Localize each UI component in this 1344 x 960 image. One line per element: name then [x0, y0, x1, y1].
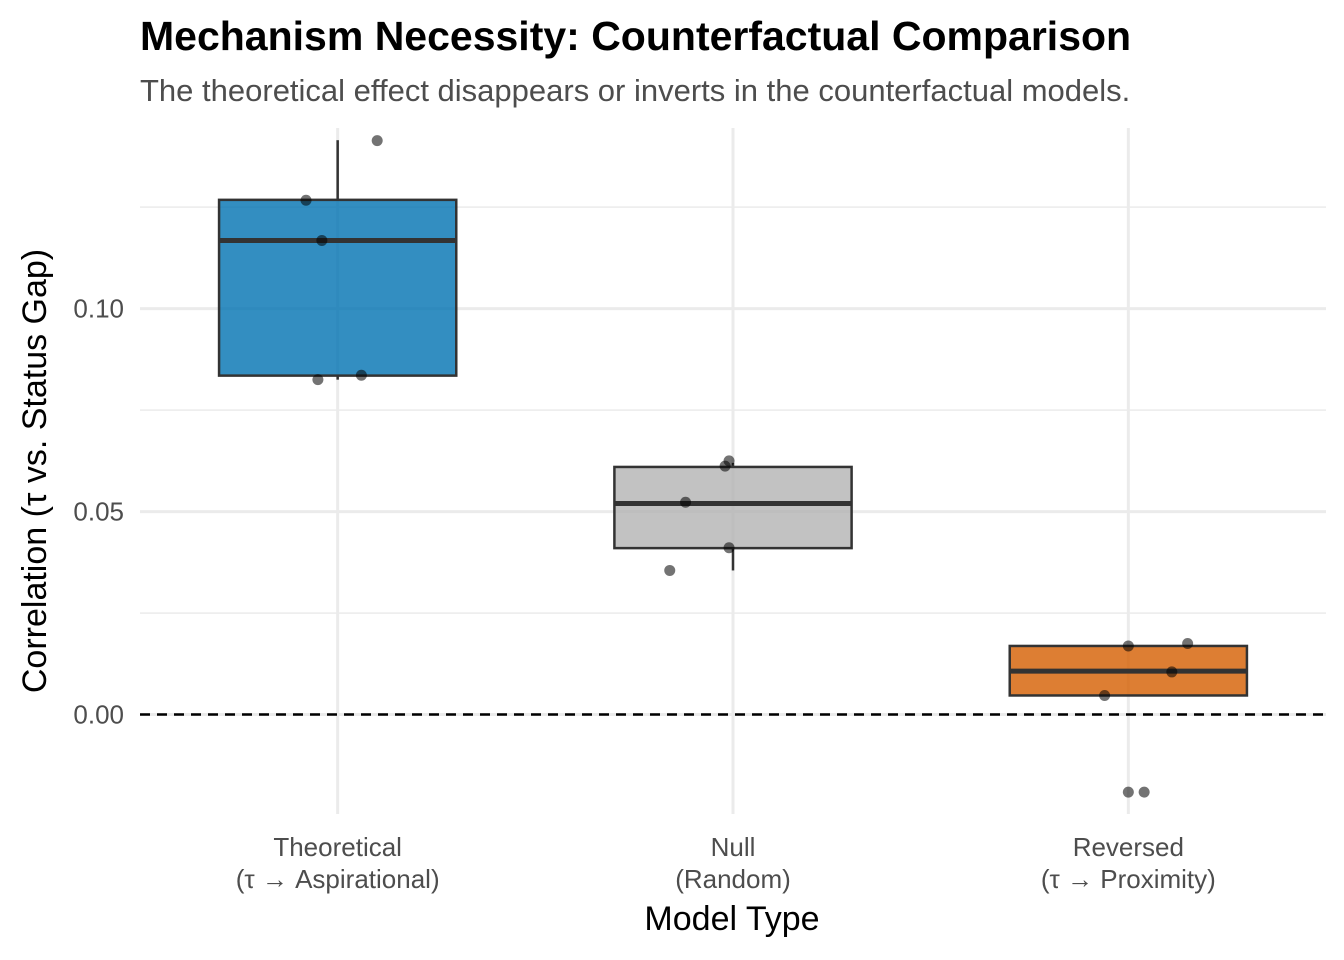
data-point [680, 496, 692, 508]
tick-labels: 0.00 0.05 0.10 Theoretical(τ → Aspirational… [73, 294, 1215, 894]
point-layer [300, 135, 1194, 798]
x-tick-sublabel: (τ → Aspirational) [236, 864, 440, 894]
data-point [723, 542, 735, 554]
data-point [316, 234, 328, 246]
chart-subtitle: The theoretical effect disappears or inv… [140, 73, 1130, 108]
y-tick-label: 0.05 [73, 497, 124, 527]
data-point [1122, 786, 1134, 798]
x-tick-sublabel: (Random) [675, 864, 791, 894]
data-point [371, 135, 383, 147]
data-point [1182, 638, 1194, 650]
box-iqr [613, 465, 853, 550]
data-point [1099, 689, 1111, 701]
y-tick-label: 0.00 [73, 700, 124, 730]
data-point [664, 564, 676, 576]
data-point [312, 374, 324, 386]
x-tick-sublabel: (τ → Proximity) [1041, 864, 1216, 894]
data-point [1166, 666, 1178, 678]
data-point [300, 194, 312, 206]
data-point [355, 369, 367, 381]
data-point [1122, 640, 1134, 652]
data-point [719, 460, 731, 472]
y-axis-title: Correlation (τ vs. Status Gap) [16, 249, 54, 693]
x-axis-title: Model Type [644, 900, 819, 938]
box-iqr [217, 198, 458, 377]
x-tick-label: Null [711, 832, 756, 862]
chart-title: Mechanism Necessity: Counterfactual Comp… [140, 13, 1131, 59]
x-tick-label: Reversed [1073, 832, 1184, 862]
y-tick-label: 0.10 [73, 294, 124, 324]
x-tick-label: Theoretical [273, 832, 402, 862]
data-point [1138, 786, 1150, 798]
